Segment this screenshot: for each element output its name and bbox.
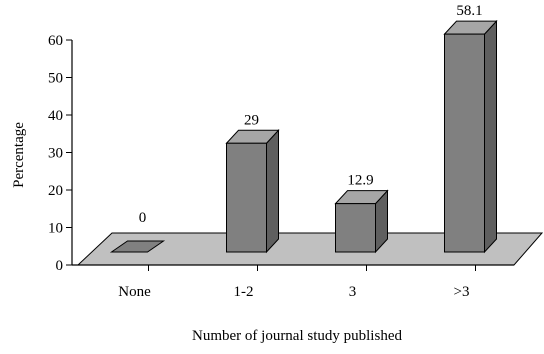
labels: 0 None 29 1-2 12.9 3 58.1 >3 [118,3,482,300]
y-tick-label: 30 [48,146,63,162]
x-axis-label: Number of journal study published [192,328,402,344]
data-label: 29 [244,112,259,128]
bar [226,142,267,253]
x-tick-label: 1-2 [234,284,254,300]
y-tick-label: 50 [48,71,63,87]
data-label: 58.1 [456,3,482,19]
y-tick-label: 10 [48,221,63,237]
y-axis-label: Percentage [11,122,27,188]
data-label: 12.9 [347,173,373,189]
x-tick-label: 3 [349,284,357,300]
x-tick-label: >3 [454,284,470,300]
y-axis: 0 10 20 30 40 50 60 [48,33,514,274]
bars [109,19,498,254]
bar [335,203,376,253]
bar [109,240,166,253]
y-tick-label: 60 [48,33,63,49]
y-tick-label: 40 [48,108,63,124]
bar-side [484,19,497,254]
data-label: 0 [139,210,147,226]
y-tick-label: 0 [56,258,64,274]
y-tick-label: 20 [48,183,63,199]
x-tick-label: None [118,284,151,300]
bar-side [266,128,279,254]
bar [444,33,485,253]
